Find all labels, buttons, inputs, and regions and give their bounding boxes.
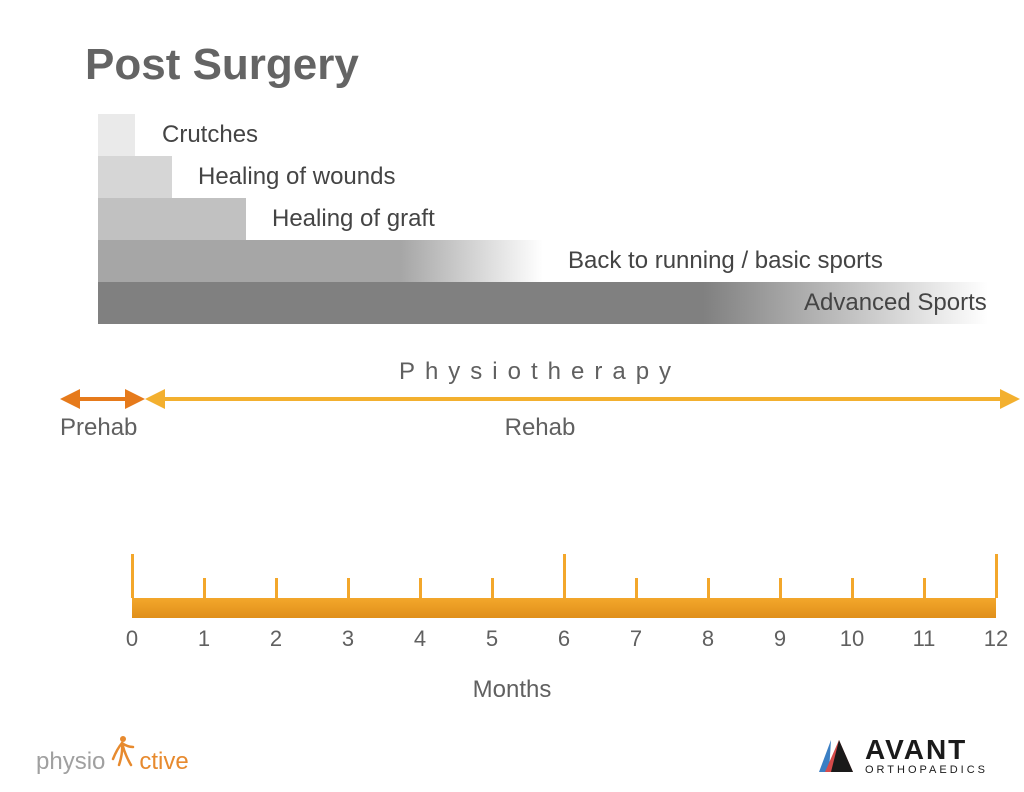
arrow-head-left-icon	[60, 389, 80, 409]
timeline-bars: CrutchesHealing of woundsHealing of graf…	[98, 114, 988, 324]
ruler-minor-tick	[275, 578, 278, 598]
timeline-bar-label: Back to running / basic sports	[568, 240, 883, 282]
timeline-bar-label: Healing of wounds	[198, 156, 395, 198]
ruler-minor-tick	[419, 578, 422, 598]
ruler-minor-tick	[491, 578, 494, 598]
rehab-label: Rehab	[60, 414, 1020, 442]
timeline-bar	[98, 240, 543, 282]
timeline-bar-label: Crutches	[162, 114, 258, 156]
ruler-tick-label: 1	[198, 626, 210, 652]
ruler-tick-label: 2	[270, 626, 282, 652]
ruler-tick-label: 5	[486, 626, 498, 652]
ruler-major-tick	[131, 554, 134, 598]
timeline-bar-row: Advanced Sports	[98, 282, 988, 324]
avant-logo: AVANT ORTHOPAEDICS	[817, 736, 988, 776]
avant-sub: ORTHOPAEDICS	[865, 764, 988, 776]
ruler-tick-label: 11	[913, 626, 936, 652]
ruler-tick-label: 9	[774, 626, 786, 652]
rehab-arrow-line	[165, 397, 1000, 401]
timeline-bar-row: Healing of wounds	[98, 156, 988, 198]
ruler-minor-tick	[203, 578, 206, 598]
ruler-labels: 0123456789101112	[132, 626, 996, 654]
timeline-bar-row: Back to running / basic sports	[98, 240, 988, 282]
prehab-arrow-line	[80, 397, 125, 401]
logo-left-part1: physio	[36, 748, 105, 776]
timeline-bar-label: Advanced Sports	[804, 282, 987, 324]
ruler-minor-tick	[779, 578, 782, 598]
physiotherapy-title: Physiotherapy	[60, 358, 1020, 386]
avant-triangle-icon	[817, 738, 857, 774]
rehab-arrow	[145, 392, 1020, 406]
prehab-arrow	[60, 392, 145, 406]
ruler-tick-label: 10	[840, 626, 864, 652]
avant-brand: AVANT	[865, 736, 967, 764]
avant-text: AVANT ORTHOPAEDICS	[865, 736, 988, 776]
infographic-page: Post Surgery CrutchesHealing of woundsHe…	[0, 0, 1024, 792]
ruler-track	[132, 598, 996, 618]
axis-title: Months	[40, 676, 984, 704]
timeline-bar-label: Healing of graft	[272, 198, 435, 240]
timeline-bar-row: Crutches	[98, 114, 988, 156]
arrow-head-right-icon	[125, 389, 145, 409]
ruler-tick-label: 7	[630, 626, 642, 652]
timeline-bar	[98, 114, 135, 156]
ruler-tick-label: 12	[984, 626, 1008, 652]
ruler-major-tick	[563, 554, 566, 598]
ruler-minor-tick	[635, 578, 638, 598]
ruler-tick-label: 4	[414, 626, 426, 652]
page-title: Post Surgery	[85, 40, 984, 90]
logo-left-part2: ctive	[139, 748, 188, 776]
ruler-tick-label: 0	[126, 626, 138, 652]
logo-left-figure-icon	[107, 735, 137, 776]
ruler-minor-tick	[707, 578, 710, 598]
timeline-bar	[98, 156, 172, 198]
ruler-minor-tick	[347, 578, 350, 598]
month-ruler	[132, 538, 996, 618]
arrow-head-right-icon	[1000, 389, 1020, 409]
ruler-tick-label: 8	[702, 626, 714, 652]
ruler-minor-tick	[923, 578, 926, 598]
ruler-tick-label: 3	[342, 626, 354, 652]
ruler-minor-tick	[851, 578, 854, 598]
footer-logos: physio ctive AVANT ORTHOPAEDICS	[36, 724, 988, 776]
physiotherapy-section: Physiotherapy Prehab Rehab	[60, 358, 1020, 438]
ruler-tick-label: 6	[558, 626, 570, 652]
timeline-bar-row: Healing of graft	[98, 198, 988, 240]
ruler-major-tick	[995, 554, 998, 598]
timeline-bar	[98, 198, 246, 240]
physioactive-logo: physio ctive	[36, 735, 189, 776]
arrow-head-left-icon	[145, 389, 165, 409]
